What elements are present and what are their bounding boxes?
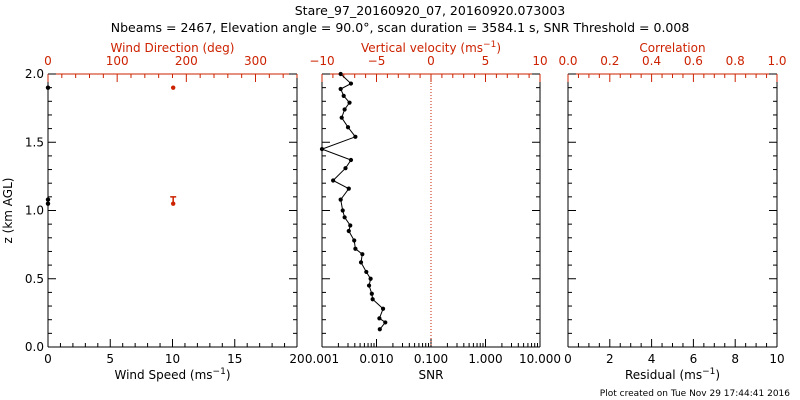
snr-point: [380, 306, 386, 311]
snr-point: [348, 157, 354, 163]
snr-point: [346, 228, 351, 234]
snr-tick-label: 0.010: [359, 352, 393, 366]
wind-speed-axis-title: Wind Speed (ms−1): [115, 367, 231, 382]
snr-point: [319, 146, 325, 152]
wind-speed-point: [45, 85, 51, 90]
x-tick-label-bottom: 0: [564, 352, 572, 366]
snr-point: [348, 223, 353, 228]
snr-point: [343, 166, 348, 171]
chart-title: Stare_97_20160920_07, 20160920.073003: [295, 3, 566, 18]
x-tick-label-bottom: 20: [289, 352, 304, 366]
x-tick-label-top: 5: [482, 54, 490, 68]
snr-point: [353, 134, 358, 139]
wind-direction-point: [170, 201, 176, 206]
snr-point: [368, 276, 373, 281]
y-tick-label: 1.5: [25, 135, 44, 149]
x-tick-label-bottom: 15: [227, 352, 242, 366]
y-tick-label: 2.0: [25, 67, 44, 81]
x-tick-label-top: 0: [427, 54, 435, 68]
x-tick-label-bottom: 2: [606, 352, 614, 366]
wind-direction-point: [170, 85, 176, 90]
x-tick-label-top: 1.0: [767, 54, 786, 68]
x-tick-label-top: −10: [309, 54, 334, 68]
x-tick-label-bottom: 4: [648, 352, 656, 366]
snr-point: [338, 71, 343, 77]
x-tick-label-bottom: 5: [106, 352, 114, 366]
y-tick-label: 0.0: [25, 340, 44, 354]
snr-point: [341, 93, 346, 98]
x-tick-label-bottom: 0: [44, 352, 52, 366]
snr-point: [358, 260, 364, 265]
snr-point: [331, 178, 336, 183]
x-tick-label-top: 300: [244, 54, 267, 68]
snr-tick-label: 10.000: [519, 352, 561, 366]
y-tick-label: 1.0: [25, 204, 44, 218]
x-tick-label-top: 0.6: [684, 54, 703, 68]
snr-point: [345, 125, 351, 130]
snr-point: [377, 316, 382, 321]
x-tick-label-top: 0.8: [726, 54, 745, 68]
correlation-axis-title: Correlation: [639, 41, 705, 55]
snr-point: [348, 81, 354, 86]
vertical-velocity-axis-title: Vertical velocity (ms−1): [361, 40, 501, 55]
x-tick-label-top: 10: [532, 54, 547, 68]
x-tick-label-top: 200: [175, 54, 198, 68]
snr-axis-title: SNR: [419, 368, 444, 382]
snr-tick-label: 0.100: [414, 352, 448, 366]
snr-profile-line: [320, 73, 387, 330]
wind-direction-axis-title: Wind Direction (deg): [111, 41, 235, 55]
snr-point: [364, 269, 369, 275]
x-tick-label-top: 0.2: [600, 54, 619, 68]
snr-point: [353, 246, 358, 251]
wind-speed-point: [45, 201, 51, 206]
y-tick-label: 0.5: [25, 272, 44, 286]
snr-point: [342, 215, 347, 220]
wind-speed-point: [45, 197, 51, 202]
snr-tick-label: 1.000: [468, 352, 502, 366]
snr-point: [346, 186, 351, 191]
snr-point: [339, 115, 344, 120]
snr-point: [342, 107, 347, 112]
snr-point: [338, 86, 343, 92]
x-tick-label-bottom: 8: [731, 352, 739, 366]
snr-point: [352, 238, 357, 243]
snr-point: [360, 252, 365, 257]
x-tick-label-bottom: 10: [769, 352, 784, 366]
x-tick-label-bottom: 6: [690, 352, 698, 366]
x-tick-label-top: −5: [368, 54, 386, 68]
x-tick-label-top: 0: [44, 54, 52, 68]
x-tick-label-top: 0.0: [558, 54, 577, 68]
x-tick-label-top: 100: [106, 54, 129, 68]
residual-axis-title: Residual (ms−1): [625, 367, 720, 382]
snr-point: [347, 100, 352, 105]
snr-point: [340, 208, 345, 213]
snr-point: [338, 197, 343, 202]
snr-point: [377, 327, 382, 332]
chart-subtitle: Nbeams = 2467, Elevation angle = 90.0°, …: [111, 20, 690, 35]
y-axis-title: z (km AGL): [1, 178, 15, 244]
plot-created-note: Plot created on Tue Nov 29 17:44:41 2016: [600, 389, 790, 399]
x-tick-label-top: 0.4: [642, 54, 661, 68]
snr-point: [366, 283, 372, 288]
snr-point: [383, 320, 388, 325]
snr-point: [369, 291, 374, 296]
snr-point: [370, 297, 375, 302]
snr-tick-label: 0.001: [305, 352, 339, 366]
x-tick-label-bottom: 10: [165, 352, 180, 366]
